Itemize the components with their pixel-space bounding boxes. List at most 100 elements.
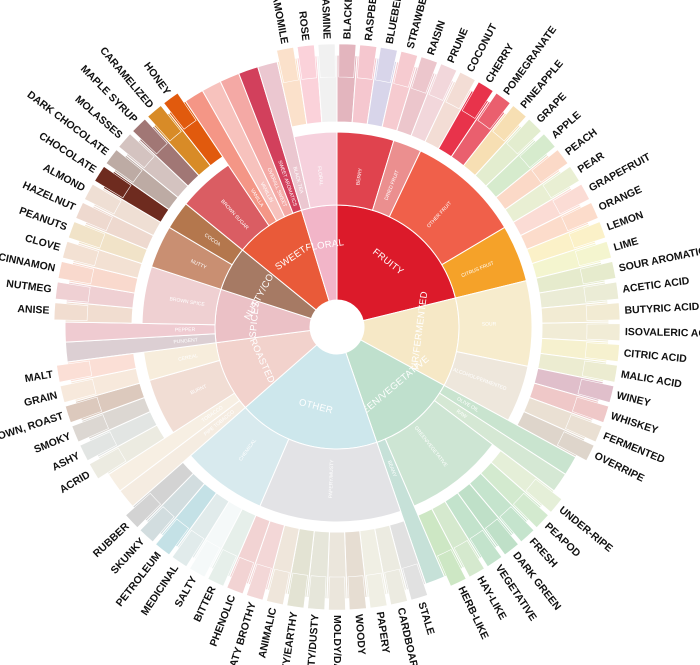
descriptor-bar-pineapple (492, 105, 527, 142)
descriptor-bar-butyric-acid (585, 302, 621, 321)
descriptor-bar-brown-roast (64, 396, 103, 423)
descriptor-bar-herb-like (437, 549, 467, 587)
subcategory-label-sour: SOUR (482, 321, 497, 327)
subcategory-label-papery-musty: PAPERY/MUSTY (328, 459, 335, 499)
descriptor-bar-chamomile (276, 47, 299, 84)
descriptor-bar-isovaleric-acid (586, 323, 621, 342)
subcategory-label-brown-spice: BROWN SPICE (169, 296, 206, 308)
descriptor-bar-cinnamon (57, 261, 95, 285)
descriptor-bar-peanuts (68, 221, 106, 249)
descriptor-bar-dark-green (484, 518, 519, 556)
subcategory-label-pungent: PUNGENT (173, 337, 198, 345)
descriptor-label-jasmine: JASMINE (319, 0, 333, 39)
descriptor-label-clove: CLOVE (24, 232, 62, 253)
descriptor-bar-peapod (512, 492, 549, 528)
subcategory-floral (293, 131, 338, 209)
descriptor-label-nutmeg: NUTMEG (6, 278, 53, 296)
subcategory-label-floral: FLORAL (316, 166, 324, 186)
descriptor-label-pomegranate: POMEGRANATE (501, 24, 559, 97)
descriptor-label-peanuts: PEANUTS (17, 205, 68, 234)
descriptor-bar-grape (506, 118, 542, 155)
descriptor-bar-grapefruit (552, 183, 590, 215)
descriptor-bar-almond (84, 183, 122, 215)
descriptor-label-smoky: SMOKY (32, 430, 72, 456)
descriptor-bar-grain (59, 378, 97, 403)
descriptor-bar-meaty-brothy (246, 563, 272, 601)
descriptor-bar-molasses (118, 133, 155, 169)
descriptor-bar-lemon (568, 221, 606, 249)
descriptor-bar-caramelized (147, 105, 182, 142)
descriptor-label-animalic: ANIMALIC (256, 606, 279, 659)
descriptor-label-bitter: BITTER (192, 584, 219, 624)
descriptor-label-lime: LIME (612, 235, 639, 253)
descriptor-bar-cherry (461, 81, 494, 119)
descriptor-label-rose: ROSE (296, 10, 311, 41)
descriptor-label-prune: PRUNE (445, 26, 471, 65)
descriptor-bar-dark-chocolate (105, 149, 143, 183)
descriptor-label-blueberry: BLUEBERRY (384, 0, 408, 45)
descriptor-label-pear: PEAR (576, 150, 607, 176)
descriptor-bar-honey (163, 92, 197, 130)
descriptor-bar-malic-acid (581, 360, 618, 383)
descriptor-label-caramelized: CARAMELIZED (97, 45, 156, 111)
descriptor-bar-skunky (139, 506, 175, 543)
descriptor-bar-nutmeg (55, 281, 91, 303)
descriptor-bar-hazelnut (75, 202, 113, 232)
descriptor-bar-musty-dusty (307, 575, 327, 611)
subcategory-label-berry: BERRY (355, 167, 364, 185)
descriptor-label-salty: SALTY (172, 574, 199, 609)
subcategory-label-pepper: PEPPER (175, 327, 196, 333)
descriptor-bar-rose (296, 44, 318, 80)
descriptor-bar-whiskey (571, 396, 610, 423)
descriptor-bar-orange (561, 202, 599, 232)
descriptor-bar-citric-acid (584, 342, 620, 362)
wheel-center-hole (310, 300, 364, 354)
subcategory-label-cereal: CEREAL (178, 353, 199, 363)
descriptor-label-isovaleric-acid: ISOVALERIC ACID (625, 326, 700, 340)
descriptor-bar-pomegranate (477, 92, 511, 130)
descriptor-label-butyric-acid: BUTYRIC ACID (624, 301, 700, 317)
descriptor-bar-acrid (89, 447, 127, 480)
descriptor-bar-stale (402, 563, 428, 601)
descriptor-bar-rubber (125, 492, 162, 528)
descriptor-bar-fermented (565, 414, 603, 443)
descriptor-bar-hay-like (453, 540, 485, 578)
descriptor-bar-ashy (79, 431, 118, 462)
descriptor-label-whiskey: WHISKEY (609, 410, 659, 437)
descriptor-label-moldy-damp: MOLDY/DAMP (331, 615, 343, 665)
descriptor-bar-fresh (499, 506, 535, 543)
descriptor-bar-phenolic (226, 556, 255, 595)
descriptor-label-acrid: ACRID (58, 469, 93, 497)
descriptor-label-anise: ANISE (17, 303, 50, 317)
descriptor-label-citric-acid: CITRIC ACID (623, 347, 687, 365)
descriptor-label-acetic-acid: ACETIC ACID (622, 275, 691, 296)
descriptor-bar-sour-aromatics (579, 261, 617, 285)
descriptor-bar-vegetative (469, 529, 503, 567)
descriptor-bar-blueberry (375, 47, 398, 84)
descriptor-bar-smoky (71, 414, 109, 443)
descriptor-label-woody: WOODY (353, 614, 368, 656)
descriptor-bar-winey (577, 378, 615, 403)
descriptor-label-ashy: ASHY (50, 450, 81, 474)
descriptor-bar-maple-syrup (132, 118, 168, 155)
descriptor-label-malic-acid: MALIC ACID (620, 369, 683, 391)
descriptor-bar-apple (519, 133, 556, 169)
descriptor-label-musty-dusty: MUSTY/DUSTY (304, 614, 322, 665)
descriptor-bar-jasmine (317, 43, 336, 78)
descriptor-label-grain: GRAIN (23, 389, 59, 409)
category-ring: FRUITYSOUR/FERMENTEDGREEN/VEGETATIVEOTHE… (214, 204, 460, 450)
descriptor-bar-salty (189, 540, 221, 578)
descriptor-bar-overripe (556, 431, 595, 462)
descriptor-label-chamomile: CHAMOMILE (266, 0, 290, 45)
descriptor-bar-malt (56, 360, 93, 383)
descriptor-bar-bitter (207, 549, 237, 587)
descriptor-label-winey: WINEY (615, 389, 651, 409)
descriptor-bar-cardboard (384, 568, 408, 606)
descriptor-label-malt: MALT (24, 368, 55, 385)
descriptor-bar-animalic (266, 568, 290, 606)
descriptor-bar-medicinal (171, 529, 205, 567)
descriptor-bar-moldy-damp (328, 576, 346, 611)
descriptor-bar-prune (428, 63, 458, 101)
